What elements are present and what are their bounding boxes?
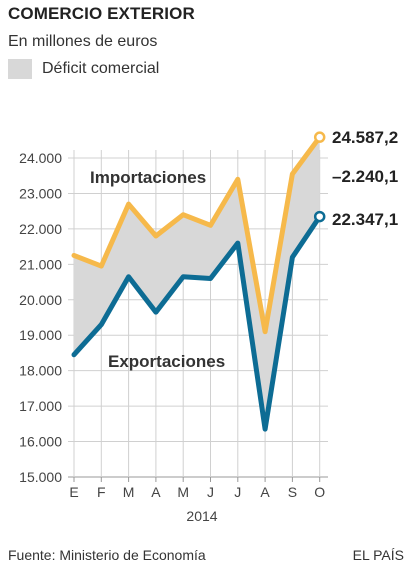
chart-title: COMERCIO EXTERIOR: [8, 4, 195, 23]
x-tick-label: J: [207, 484, 214, 500]
brand-logo-text: EL PAÍS: [352, 547, 404, 563]
y-tick-label: 24.000: [19, 150, 62, 166]
importaciones-end-marker: [313, 131, 326, 143]
x-tick-label: A: [151, 484, 161, 500]
difference-label: –2.240,1: [332, 167, 398, 186]
y-tick-label: 23.000: [19, 185, 62, 201]
exportaciones-line: [71, 214, 323, 432]
y-tick-label: 21.000: [19, 256, 62, 272]
exportaciones-end-marker: [313, 210, 326, 223]
y-tick-label: 22.000: [19, 221, 62, 237]
deficit-area-fill: [74, 137, 320, 430]
x-axis-year-label: 2014: [186, 508, 217, 524]
y-tick-label: 18.000: [19, 363, 62, 379]
series-lines: [71, 131, 326, 432]
x-tick-label: O: [314, 484, 325, 500]
x-tick-label: A: [260, 484, 270, 500]
legend: Déficit comercial: [8, 59, 159, 79]
deficit-area: [74, 137, 320, 430]
legend-swatch-deficit: [8, 59, 32, 79]
y-tick-label: 17.000: [19, 398, 62, 414]
x-tick-label: F: [97, 484, 106, 500]
end-label-exportaciones: 22.347,1: [332, 210, 398, 229]
source-note: Fuente: Ministerio de Economía: [8, 547, 206, 563]
y-tick-label: 15.000: [19, 469, 62, 485]
x-tick-label: S: [288, 484, 297, 500]
x-tick-label: M: [177, 484, 189, 500]
series-label-importaciones: Importaciones: [90, 168, 206, 187]
series-label-exportaciones: Exportaciones: [108, 352, 225, 371]
series-labels: Importaciones Exportaciones 24.587,2 –2.…: [90, 128, 398, 524]
y-axis-ticks: 15.000 16.000 17.000 18.000 19.000 20.000 21.0…: [19, 150, 62, 485]
x-tick-label: M: [123, 484, 135, 500]
chart-subtitle: En millones de euros: [8, 33, 158, 50]
y-tick-label: 20.000: [19, 292, 62, 308]
x-tick-label: J: [234, 484, 241, 500]
y-tick-label: 16.000: [19, 434, 62, 450]
importaciones-line: [71, 134, 323, 335]
end-label-importaciones: 24.587,2: [332, 128, 398, 147]
legend-label-deficit: Déficit comercial: [42, 60, 160, 77]
x-tick-label: E: [69, 484, 78, 500]
y-tick-label: 19.000: [19, 327, 62, 343]
